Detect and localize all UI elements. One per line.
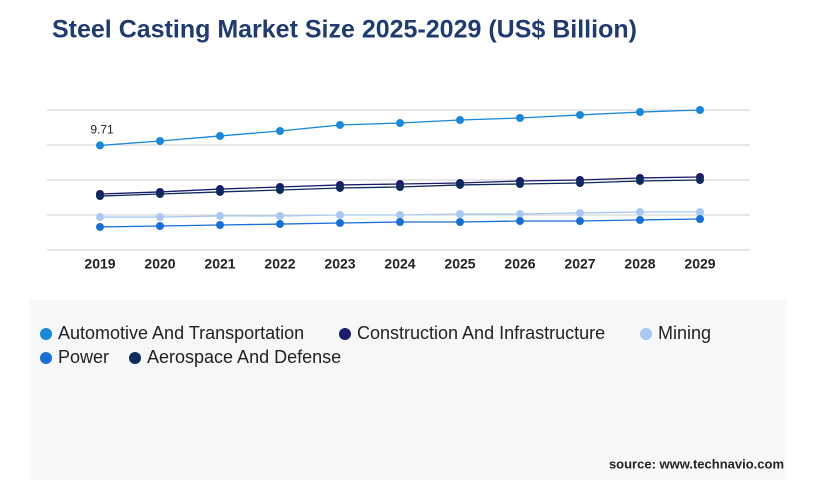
- legend-marker: [40, 328, 52, 340]
- x-tick-label: 2029: [684, 256, 715, 272]
- x-tick-label: 2022: [264, 256, 295, 272]
- data-point: [216, 131, 224, 140]
- chart-title: Steel Casting Market Size 2025-2029 (US$…: [52, 16, 637, 44]
- legend-label: Construction And Infrastructure: [357, 323, 605, 343]
- data-point: [336, 211, 344, 219]
- x-tick-label: 2020: [144, 256, 175, 272]
- data-point: [696, 106, 704, 114]
- data-point: [156, 221, 164, 230]
- data-point: [396, 183, 404, 191]
- data-point: [636, 108, 644, 117]
- data-point: [216, 211, 224, 220]
- data-label: 9.71: [90, 123, 114, 137]
- legend-label: Mining: [658, 323, 711, 343]
- data-point: [456, 218, 464, 226]
- data-point: [396, 119, 404, 128]
- data-point: [636, 207, 644, 216]
- x-tick-label: 2021: [204, 256, 235, 272]
- data-point: [636, 176, 644, 185]
- data-point: [516, 210, 524, 219]
- data-point: [516, 113, 524, 122]
- data-point: [96, 192, 104, 201]
- legend-label: Power: [58, 347, 109, 367]
- data-point: [636, 215, 644, 224]
- data-point: [276, 127, 284, 135]
- data-point: [276, 211, 284, 220]
- data-point: [276, 220, 284, 229]
- legend-marker: [40, 352, 52, 364]
- data-point: [156, 213, 164, 222]
- series-line: [99, 109, 701, 147]
- x-tick-label: 2026: [504, 256, 535, 272]
- source: source: www.technavio.com: [609, 456, 784, 471]
- x-tick-label: 2024: [384, 256, 415, 272]
- data-point: [276, 186, 284, 195]
- legend-marker: [129, 352, 141, 364]
- x-tick-label: 2023: [324, 256, 355, 272]
- legend-label: Aerospace And Defense: [147, 347, 341, 367]
- data-point: [96, 222, 104, 231]
- data-point: [156, 137, 164, 146]
- data-point: [336, 218, 344, 227]
- data-point: [576, 208, 584, 217]
- data-point: [216, 187, 224, 196]
- x-tick-label: 2025: [444, 256, 475, 272]
- data-point: [456, 180, 464, 189]
- data-point: [696, 214, 704, 223]
- legend-marker: [339, 328, 351, 340]
- data-point: [696, 207, 704, 216]
- data-point: [576, 217, 584, 226]
- x-tick-label: 2028: [624, 256, 655, 272]
- x-tick-label: 2027: [564, 256, 595, 272]
- data-point: [696, 176, 704, 184]
- legend-marker: [640, 328, 652, 340]
- legend-label: Automotive And Transportation: [58, 323, 304, 343]
- data-point: [216, 221, 224, 230]
- legend-panel: [30, 300, 786, 480]
- data-point: [576, 179, 584, 188]
- data-point: [96, 141, 104, 150]
- data-point: [576, 110, 584, 119]
- data-point: [516, 217, 524, 226]
- data-point: [456, 210, 464, 219]
- x-tick-label: 2019: [84, 256, 115, 272]
- data-point: [516, 179, 524, 188]
- data-point: [456, 116, 464, 125]
- data-point: [396, 211, 404, 219]
- data-point: [96, 213, 104, 222]
- data-point: [336, 120, 344, 129]
- data-point: [156, 190, 164, 198]
- data-point: [336, 183, 344, 192]
- data-point: [396, 218, 404, 226]
